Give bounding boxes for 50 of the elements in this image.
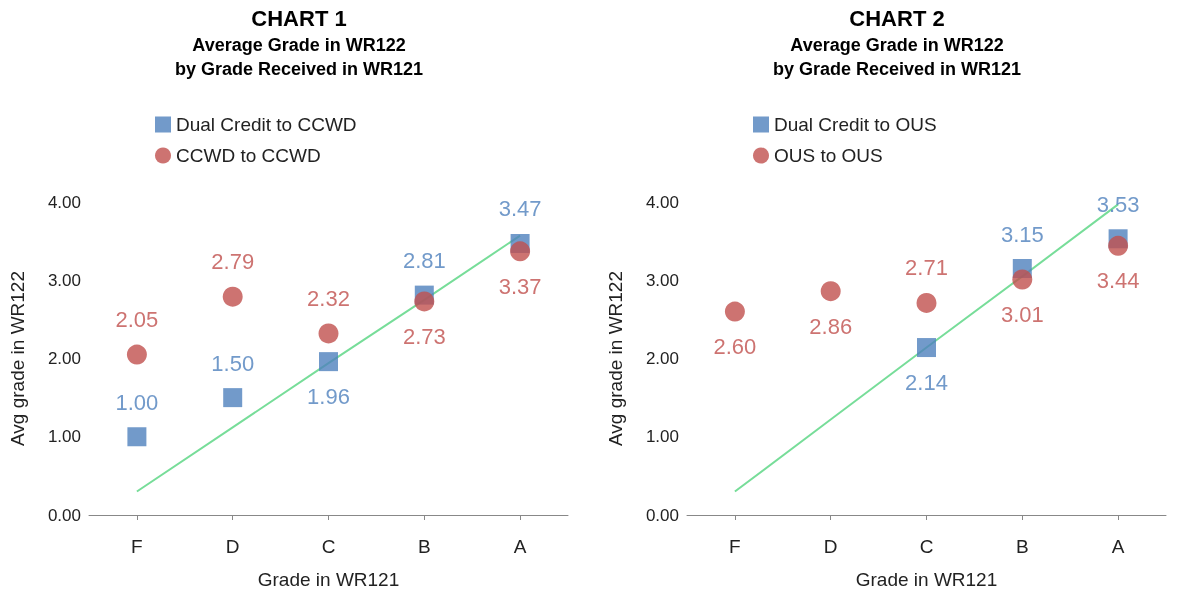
data-label: 2.14 (905, 369, 948, 395)
legend-label: OUS to OUS (774, 145, 883, 166)
y-axis-title: Avg grade in WR122 (605, 271, 626, 446)
x-tick-label: A (1111, 536, 1125, 557)
y-tick-label: 4.00 (47, 192, 81, 212)
x-axis-title: Grade in WR121 (257, 569, 400, 590)
x-axis-title: Grade in WR121 (855, 569, 998, 590)
chart-title: CHART 2 (849, 5, 945, 31)
data-label: 2.81 (402, 248, 446, 274)
x-tick-label: D (225, 536, 240, 557)
chart-title: CHART 1 (251, 5, 347, 31)
chart-subtitle: Average Grade in WR122 by Grade Received in WR121 (174, 35, 424, 79)
y-axis-title: Avg grade in WR122 (7, 271, 28, 446)
data-label: 2.86 (809, 313, 853, 339)
data-label: 3.01 (1000, 301, 1044, 327)
data-label: 3.37 (498, 273, 542, 299)
x-tick-label: B (417, 536, 431, 557)
data-label: 1.50 (211, 350, 255, 376)
y-tick-label: 1.00 (47, 427, 81, 447)
legend-label: Dual Credit to CCWD (176, 114, 357, 135)
data-label: 1.00 (115, 389, 159, 415)
x-tick-label: D (823, 536, 838, 557)
data-label: 2.79 (211, 249, 255, 275)
data-label: 3.15 (1000, 221, 1044, 247)
data-label: 2.73 (402, 323, 446, 349)
y-tick-label: 0.00 (645, 505, 679, 525)
x-tick-label: C (919, 536, 934, 557)
y-tick-label: 1.00 (645, 427, 679, 447)
data-label: 2.05 (115, 307, 159, 333)
y-tick-label: 2.00 (47, 349, 81, 368)
data-label: 3.53 (1096, 191, 1140, 217)
y-tick-label: 3.00 (645, 270, 679, 290)
data-label: 3.44 (1096, 268, 1140, 294)
legend-label: Dual Credit to OUS (774, 114, 937, 135)
x-tick-label: A (513, 536, 527, 557)
data-label: 2.60 (713, 334, 757, 360)
data-label: 3.47 (498, 196, 542, 222)
data-label: 2.71 (905, 255, 948, 281)
x-tick-label: F (729, 536, 741, 557)
y-tick-label: 4.00 (645, 192, 679, 212)
legend-label: CCWD to CCWD (176, 145, 321, 166)
y-tick-label: 2.00 (645, 349, 679, 368)
x-tick-label: C (321, 536, 336, 557)
x-tick-label: B (1015, 536, 1029, 557)
data-label: 2.32 (307, 285, 350, 311)
x-tick-label: F (131, 536, 143, 557)
y-tick-label: 0.00 (47, 505, 81, 525)
chart-subtitle: Average Grade in WR122 by Grade Received in WR121 (772, 35, 1022, 79)
y-tick-label: 3.00 (47, 270, 81, 290)
data-label: 1.96 (307, 383, 350, 409)
